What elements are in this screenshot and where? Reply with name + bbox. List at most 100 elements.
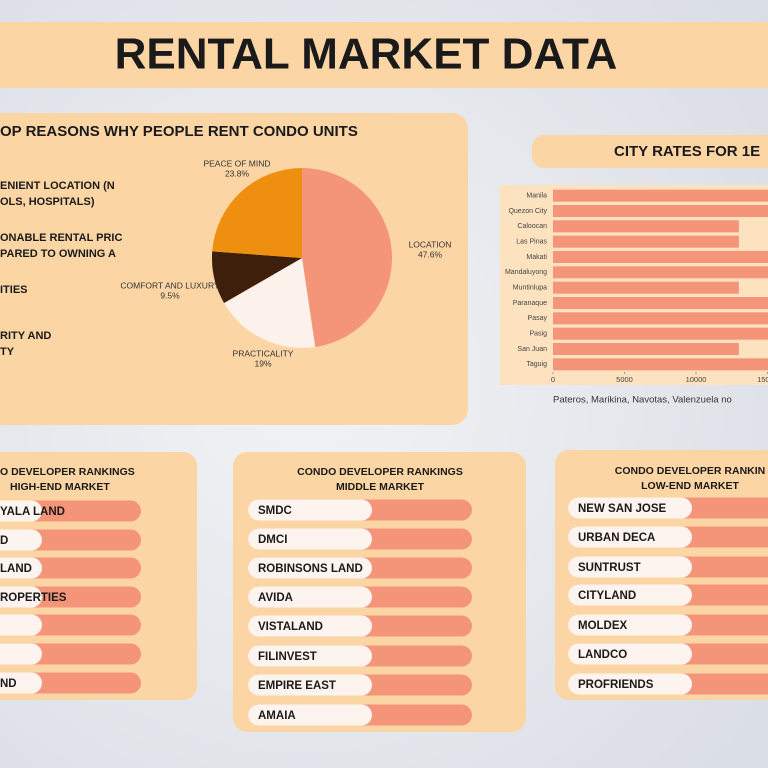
slice-value: 19% — [254, 358, 271, 368]
y-tick-label: Muntinlupa — [513, 285, 547, 292]
pie-slice — [212, 168, 302, 258]
ranking-title: CONDO DEVELOPER RANKINGS — [297, 466, 463, 478]
ranking-item: URBAN DECA — [578, 532, 655, 544]
ranking-pill — [0, 586, 42, 608]
bar — [553, 205, 768, 217]
pie-slice — [302, 168, 393, 348]
ranking-item: FILINVEST — [258, 651, 317, 663]
bar — [553, 235, 739, 248]
bar — [553, 297, 768, 309]
ranking-pill — [248, 674, 372, 696]
slice-label: PRACTICALITY — [233, 348, 294, 358]
ranking-item: D — [0, 535, 8, 547]
bar — [553, 312, 768, 325]
reason-text: PARED TO OWNING A — [0, 248, 116, 260]
pie-slice — [212, 251, 302, 303]
ranking-title: MIDDLE MARKET — [336, 481, 425, 493]
bar — [553, 220, 739, 233]
x-tick-label: 10000 — [686, 375, 707, 384]
ranking-item: EMPIRE EAST — [258, 680, 336, 692]
header-bar — [0, 22, 768, 88]
y-tick-label: Pasay — [528, 315, 548, 322]
ranking-pill — [568, 614, 692, 636]
y-tick-label: Manila — [526, 193, 547, 200]
ranking-pill — [568, 526, 692, 548]
reason-text: ITIES — [0, 284, 28, 296]
ranking-title: HIGH-END MARKET — [10, 481, 110, 493]
ranking-title: CONDO DEVELOPER RANKIN — [615, 465, 766, 477]
reason-text: TY — [0, 346, 15, 358]
ranking-item: AMAIA — [258, 710, 296, 722]
bar — [553, 189, 768, 202]
ranking-pill — [568, 497, 692, 519]
ranking-pill — [0, 643, 42, 665]
y-tick-label: Taguig — [526, 361, 547, 368]
y-tick-label: Mandaluyong — [505, 269, 547, 276]
ranking-item: SUNTRUST — [578, 562, 641, 574]
ranking-title: O DEVELOPER RANKINGS — [0, 466, 135, 478]
panel-title: CITY RATES FOR 1E — [614, 143, 760, 160]
x-tick-label: 15000 — [757, 375, 768, 384]
ranking-item: SMDC — [258, 505, 292, 517]
ranking-item: PROFRIENDS — [578, 679, 654, 691]
page-title: RENTAL MARKET DATA — [115, 30, 618, 79]
ranking-item: AVIDA — [258, 592, 293, 604]
bar — [553, 251, 768, 263]
ranking-pill — [568, 584, 692, 606]
slice-label: LOCATION — [409, 239, 452, 249]
y-tick-label: Quezon City — [508, 208, 547, 215]
ranking-item: LAND — [0, 563, 32, 575]
ranking-pill — [248, 645, 372, 667]
reason-text: ONABLE RENTAL PRIC — [0, 232, 122, 244]
slice-value: 47.6% — [418, 249, 443, 259]
bar — [553, 327, 768, 340]
ranking-item: LANDCO — [578, 649, 627, 661]
ranking-item: ROPERTIES — [0, 592, 67, 604]
ranking-item: DMCI — [258, 534, 287, 546]
bar — [553, 358, 768, 371]
ranking-pill — [568, 556, 692, 578]
ranking-pill — [0, 672, 42, 694]
reason-text: OLS, HOSPITALS) — [0, 196, 95, 208]
ranking-item: ND — [0, 678, 17, 690]
ranking-pill — [248, 586, 372, 608]
ranking-pill — [568, 643, 692, 665]
ranking-pill — [248, 704, 372, 726]
ranking-pill — [248, 615, 372, 637]
ranking-pill — [248, 499, 372, 521]
panel-title: OP REASONS WHY PEOPLE RENT CONDO UNITS — [0, 123, 358, 140]
y-tick-label: Pasig — [529, 331, 547, 338]
bar — [553, 281, 739, 294]
ranking-pill — [0, 529, 42, 551]
slice-label: PEACE OF MIND — [203, 158, 270, 168]
y-tick-label: San Juan — [517, 346, 547, 353]
x-tick-label: 5000 — [616, 375, 633, 384]
note: Pateros, Marikina, Navotas, Valenzuela n… — [553, 395, 732, 406]
y-tick-label: Paranaque — [513, 300, 547, 307]
ranking-item: YALA LAND — [0, 506, 65, 518]
ranking-item: VISTALAND — [258, 621, 323, 633]
reason-text: ENIENT LOCATION (N — [0, 180, 115, 192]
x-tick-label: 0 — [551, 375, 555, 384]
ranking-item: NEW SAN JOSE — [578, 503, 667, 515]
slice-value: 9.5% — [160, 290, 180, 300]
y-tick-label: Makati — [526, 254, 547, 261]
bar — [553, 266, 768, 279]
ranking-pill — [0, 557, 42, 579]
ranking-pill — [0, 614, 42, 636]
ranking-item: MOLDEX — [578, 620, 628, 632]
y-tick-label: Caloocan — [517, 223, 547, 230]
pie-slice — [224, 258, 316, 348]
ranking-pill — [248, 528, 372, 550]
slice-value: 23.8% — [225, 168, 250, 178]
ranking-item: CITYLAND — [578, 590, 636, 602]
ranking-item: ROBINSONS LAND — [258, 563, 363, 575]
ranking-pill — [0, 500, 42, 522]
ranking-title: LOW-END MARKET — [641, 480, 739, 492]
y-tick-label: Las Pinas — [516, 239, 547, 246]
slice-label: COMFORT AND LUXURY — [120, 280, 220, 290]
ranking-pill — [568, 673, 692, 695]
panel — [532, 135, 768, 168]
